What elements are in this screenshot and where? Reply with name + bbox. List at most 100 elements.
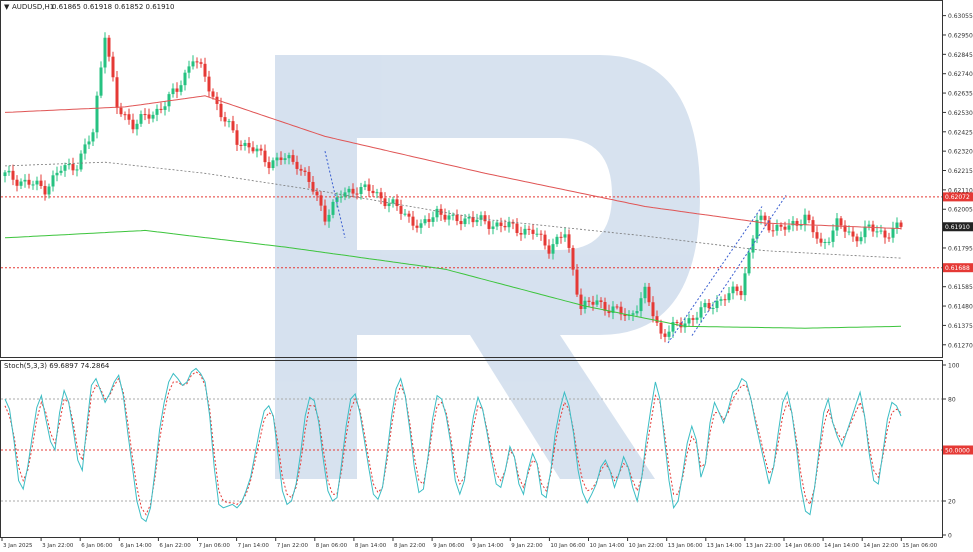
ma-red-line — [4, 95, 902, 230]
candle-body — [147, 114, 151, 119]
price-tick-label: 0.62320 — [948, 149, 973, 156]
candle-body — [207, 76, 211, 92]
candle-body — [431, 217, 435, 222]
time-tick-label: 6 Jan 14:00 — [120, 543, 152, 549]
candle-body — [639, 298, 643, 312]
candle-body — [119, 107, 123, 115]
candle-body — [375, 192, 379, 194]
time-tick-label: 7 Jan 14:00 — [238, 543, 270, 549]
candle-body — [603, 301, 607, 311]
candle-body — [519, 232, 523, 235]
candle-body — [667, 331, 671, 337]
candle-body — [315, 191, 319, 196]
candle-body — [87, 141, 91, 145]
candle-body — [151, 114, 155, 119]
candle-body — [863, 226, 867, 238]
candle-body — [647, 286, 651, 303]
candle-body — [563, 234, 567, 238]
projection-line-1 — [324, 151, 346, 238]
main-plot — [1, 32, 942, 344]
candle-body — [771, 230, 775, 232]
price-tick-label: 0.62635 — [948, 91, 973, 98]
price-tick-label: 0.62215 — [948, 168, 973, 175]
candle-body — [59, 170, 63, 173]
resistance-price-label: 0.62072 — [945, 194, 970, 201]
candle-body — [167, 94, 171, 107]
candle-body — [411, 216, 415, 226]
candle-body — [475, 219, 479, 223]
candle-body — [95, 95, 99, 133]
candle-body — [323, 205, 327, 222]
candle-body — [899, 222, 903, 227]
candle-body — [271, 160, 275, 169]
candle-body — [615, 306, 619, 308]
time-tick-label: 3 Jan 2025 — [3, 543, 33, 549]
candle-body — [811, 220, 815, 233]
candle-body — [567, 234, 571, 248]
candle-body — [827, 241, 831, 243]
candle-body — [675, 322, 679, 324]
candle-body — [571, 247, 575, 270]
candle-body — [363, 184, 367, 188]
candle-body — [243, 142, 247, 146]
price-tick-label: 0.62845 — [948, 52, 973, 59]
candle-body — [163, 106, 167, 110]
candle-body — [555, 236, 559, 245]
candle-body — [379, 192, 383, 199]
candle-body — [443, 214, 447, 220]
candle-body — [843, 225, 847, 232]
time-tick-label: 8 Jan 22:00 — [394, 543, 426, 549]
candle-body — [191, 61, 195, 67]
time-tick-label: 14 Jan 14:00 — [824, 543, 859, 549]
time-tick-label: 15 Jan 06:00 — [902, 543, 937, 549]
watermark-logo — [275, 55, 700, 479]
candle-body — [487, 221, 491, 229]
candle-body — [63, 165, 67, 171]
candle-body — [855, 236, 859, 242]
candle-body — [231, 121, 235, 131]
time-tick-label: 14 Jan 22:00 — [863, 543, 898, 549]
time-tick-label: 13 Jan 06:00 — [668, 543, 703, 549]
candle-body — [503, 225, 507, 228]
candle-body — [479, 215, 483, 220]
candle-body — [263, 150, 267, 163]
candle-body — [659, 322, 663, 334]
candle-body — [607, 310, 611, 314]
candle-body — [75, 169, 79, 171]
price-tick-label: 0.62110 — [948, 187, 973, 194]
candle-body — [783, 226, 787, 230]
candle-body — [43, 185, 47, 195]
candle-body — [499, 222, 503, 226]
candle-body — [587, 300, 591, 302]
candle-body — [331, 201, 335, 215]
candle-body — [875, 231, 879, 233]
candle-body — [847, 231, 851, 233]
time-tick-label: 14 Jan 06:00 — [785, 543, 820, 549]
support-price-label: 0.61688 — [945, 265, 970, 272]
candle-body — [79, 153, 83, 170]
candle-body — [155, 108, 159, 115]
price-tick-label: 0.63055 — [948, 13, 973, 20]
candle-body — [459, 221, 463, 225]
candle-body — [7, 170, 11, 173]
candle-body — [831, 230, 835, 242]
time-tick-label: 8 Jan 14:00 — [355, 543, 387, 549]
candle-body — [47, 186, 51, 195]
candle-body — [755, 219, 759, 239]
candle-body — [707, 302, 711, 309]
candle-body — [583, 300, 587, 309]
candle-body — [895, 222, 899, 228]
candle-body — [507, 221, 511, 228]
candle-body — [543, 234, 547, 246]
candle-body — [799, 225, 803, 227]
time-tick-label: 6 Jan 06:00 — [81, 543, 113, 549]
candle-body — [427, 219, 431, 222]
header-triangle-icon[interactable]: ▼ — [4, 3, 10, 11]
candle-body — [203, 63, 207, 77]
price-tick-label: 0.61270 — [948, 342, 973, 349]
stoch-main-line — [4, 367, 902, 523]
stoch-title: Stoch(5,3,3) 69.6897 74.2864 — [4, 362, 110, 370]
candle-body — [851, 231, 855, 237]
candle-body — [679, 322, 683, 328]
